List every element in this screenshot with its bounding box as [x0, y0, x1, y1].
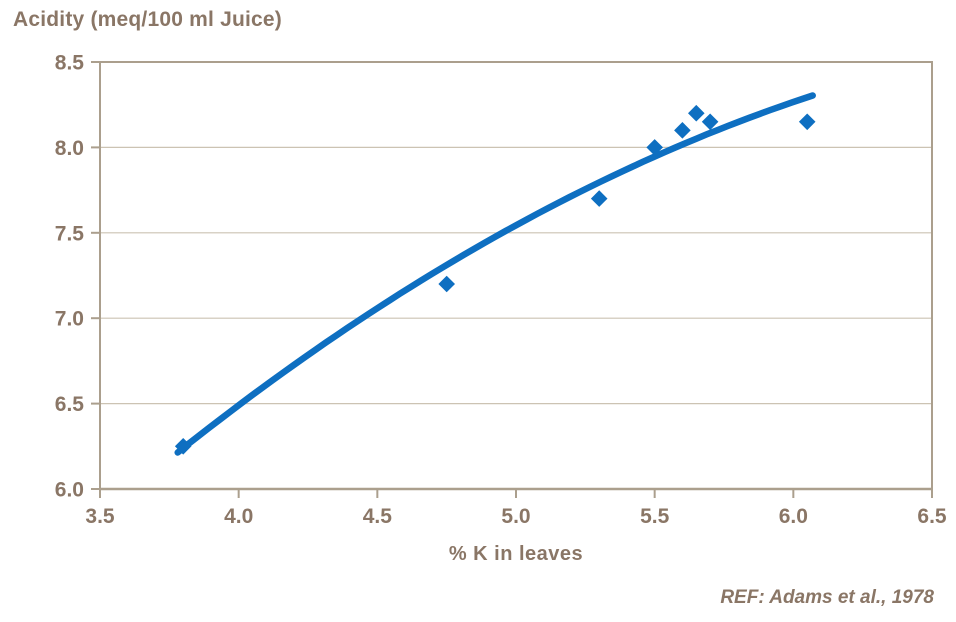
y-tick-label: 8.0: [55, 137, 84, 160]
data-point-marker: [438, 275, 455, 293]
data-point-marker: [701, 113, 719, 131]
data-point-marker: [688, 104, 705, 122]
y-tick-label: 6.5: [55, 393, 85, 416]
x-tick-label: 6.5: [917, 505, 947, 528]
x-tick-label: 6.0: [779, 505, 808, 528]
trend-line: [174, 92, 816, 456]
y-tick-label: 8.5: [55, 52, 85, 75]
x-tick-label: 5.0: [501, 505, 530, 528]
x-tick-label: 3.5: [85, 505, 115, 528]
y-tick-label: 7.0: [55, 308, 84, 331]
x-axis-title: % K in leaves: [448, 543, 584, 565]
y-tick-label: 6.0: [55, 479, 84, 502]
reference-citation: REF: Adams et al., 1978: [720, 587, 934, 608]
data-point-marker: [174, 438, 192, 455]
data-point-marker: [590, 190, 608, 207]
x-tick-label: 4.0: [224, 505, 253, 528]
data-point-marker: [798, 113, 816, 131]
x-tick-label: 5.5: [640, 505, 670, 528]
x-tick-label: 4.5: [363, 505, 393, 528]
chart-title: Acidity (meq/100 ml Juice): [13, 8, 282, 31]
y-tick-label: 7.5: [55, 222, 85, 245]
data-point-marker: [674, 122, 691, 139]
data-point-marker: [646, 139, 663, 156]
